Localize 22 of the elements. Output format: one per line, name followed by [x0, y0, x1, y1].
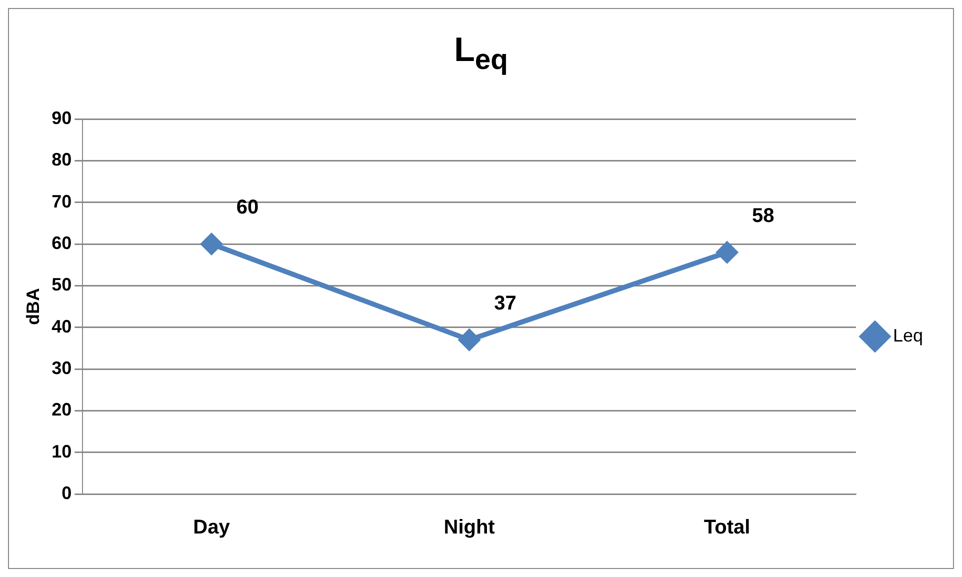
y-tick-label: 0: [62, 482, 72, 503]
legend-label: Leq: [892, 325, 924, 346]
data-label: 58: [752, 204, 774, 227]
point: [458, 329, 480, 350]
data-label: 60: [236, 196, 259, 219]
y-tick-label: 30: [52, 358, 72, 378]
y-tick-label: 70: [52, 191, 72, 212]
y-tick-label: 40: [52, 316, 72, 336]
data-label: 37: [494, 292, 516, 314]
y-tick-label: 20: [52, 400, 72, 420]
y-tick-label: 50: [52, 274, 72, 295]
y-tick-label: 90: [52, 108, 72, 128]
chart-title: L$_{eq}$: [454, 31, 508, 77]
y-tick-label: 10: [52, 441, 72, 462]
x-tick-label: Day: [193, 516, 231, 539]
point: [716, 242, 738, 263]
y-tick-label: 80: [52, 150, 72, 170]
y-axis-title: dBA: [22, 288, 43, 325]
x-tick-label: Total: [704, 516, 750, 539]
y-tick-label: 60: [52, 232, 72, 253]
point: [201, 234, 222, 254]
x-tick-label: Night: [444, 516, 496, 539]
